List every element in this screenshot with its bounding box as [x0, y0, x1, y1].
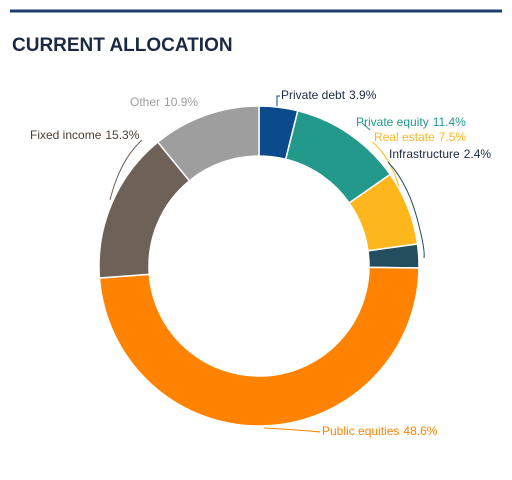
- category-name: Other: [130, 95, 160, 109]
- donut-slice: [156, 105, 260, 182]
- slice-label: Fixed income 15.3%: [30, 128, 140, 142]
- category-name: Private equity: [356, 115, 429, 129]
- value-label: 11.4%: [433, 115, 466, 129]
- slice-label: Public equities 48.6%: [322, 424, 438, 438]
- category-name: Public equities: [322, 424, 399, 438]
- category-name: Infrastructure: [389, 147, 460, 161]
- slice-label: Private equity 11.4%: [356, 115, 466, 129]
- donut-slice: [98, 266, 420, 427]
- value-label: 2.4%: [464, 147, 492, 161]
- value-label: 48.6%: [403, 424, 437, 438]
- category-name: Private debt: [281, 88, 346, 102]
- slice-label: Other 10.9%: [130, 95, 198, 109]
- slice-label: Private debt 3.9%: [281, 88, 377, 102]
- slice-label: Real estate 7.5%: [374, 130, 466, 144]
- slice-label: Infrastructure 2.4%: [389, 147, 491, 161]
- value-label: 3.9%: [349, 88, 377, 102]
- chart-title: CURRENT ALLOCATION: [12, 35, 233, 56]
- category-name: Real estate: [374, 130, 435, 144]
- value-label: 15.3%: [105, 128, 139, 142]
- value-label: 10.9%: [164, 95, 198, 109]
- value-label: 7.5%: [439, 130, 467, 144]
- category-name: Fixed income: [30, 128, 102, 142]
